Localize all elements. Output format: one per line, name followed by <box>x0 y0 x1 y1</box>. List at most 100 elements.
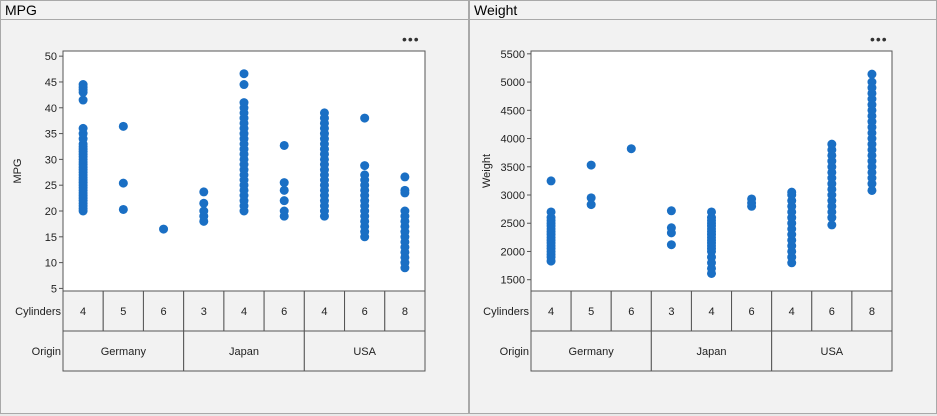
data-point <box>360 161 370 171</box>
y-tick-label: 2500 <box>501 218 525 230</box>
mpg-panel-body: ••• 5 10 15 20 25 30 35 40 45 50 MPG 4 5 6 3 4 6 4 6 8 Germa… <box>1 20 468 413</box>
y-tick-label: 5500 <box>501 49 525 61</box>
cylinder-label: 5 <box>120 306 126 318</box>
cylinder-label: 4 <box>708 306 714 318</box>
y-tick-label: 3500 <box>501 162 525 174</box>
data-point <box>159 224 169 234</box>
data-point <box>626 144 636 154</box>
data-point <box>747 194 757 204</box>
data-point <box>586 193 596 203</box>
data-point <box>118 121 128 131</box>
cylinder-cell <box>263 290 305 332</box>
origin-label: Germany <box>569 346 615 358</box>
cylinder-cell <box>303 290 346 332</box>
y-tick-label: 5 <box>51 283 57 295</box>
cylinder-cell <box>650 290 692 332</box>
origin-cell <box>303 330 426 372</box>
cylinder-label: 6 <box>749 306 755 318</box>
cylinder-label: 6 <box>362 306 368 318</box>
y-tick-label: 5000 <box>501 77 525 89</box>
data-point <box>400 185 410 195</box>
data-point <box>239 69 249 79</box>
y-tick-label: 25 <box>45 180 57 192</box>
cylinder-label: 8 <box>402 306 408 318</box>
data-point <box>666 223 676 233</box>
data-point <box>279 178 289 188</box>
origin-label: Japan <box>229 346 259 358</box>
cylinder-cell <box>690 290 733 332</box>
data-point <box>78 80 88 90</box>
y-tick-label: 35 <box>45 129 57 141</box>
cylinder-cell <box>570 290 612 332</box>
cylinder-label: 6 <box>160 306 166 318</box>
y-tick-label: 15 <box>45 232 57 244</box>
data-point <box>586 200 596 210</box>
cylinder-cell <box>384 290 426 332</box>
origin-cell <box>650 330 773 372</box>
cylinder-label: 4 <box>241 306 247 318</box>
data-point <box>400 206 410 216</box>
cylinder-label: 4 <box>789 306 795 318</box>
y-tick-label: 3000 <box>501 190 525 202</box>
data-point <box>586 160 596 170</box>
cylinder-label: 4 <box>548 306 554 318</box>
weight-panel-body: ••• 1500 2000 2500 3000 3500 4000 4500 5000 5500… <box>470 20 936 413</box>
cylinder-cell <box>731 290 773 332</box>
y-tick-label: 2000 <box>501 246 525 258</box>
y-tick-label: 1500 <box>501 275 525 287</box>
data-point <box>666 240 676 250</box>
data-point <box>666 206 676 216</box>
data-point <box>360 113 370 123</box>
cylinder-cell <box>610 290 652 332</box>
data-point <box>546 207 556 217</box>
y-tick-label: 50 <box>45 51 57 63</box>
y-tick-label: 20 <box>45 206 57 218</box>
origin-label: USA <box>821 346 844 358</box>
data-point <box>279 140 289 150</box>
data-point <box>867 69 877 79</box>
mpg-panel: MPG ••• 5 10 15 20 25 30 35 40 45 50 MPG 4 5 6 3 4 6 4 6 8 G… <box>0 0 469 414</box>
origin-cell <box>771 330 893 372</box>
cylinder-cell <box>851 290 893 332</box>
cylinder-label: 3 <box>201 306 207 318</box>
origin-cell <box>183 330 305 372</box>
cylinder-label: 5 <box>588 306 594 318</box>
y-tick-label: 40 <box>45 103 57 115</box>
data-point <box>118 178 128 188</box>
data-point <box>199 206 209 216</box>
y-axis-label: Weight <box>481 154 493 188</box>
data-point <box>400 172 410 182</box>
data-point <box>78 123 88 133</box>
weight-panel-title: Weight <box>470 1 936 20</box>
row-label-origin: Origin <box>32 346 61 358</box>
y-tick-label: 10 <box>45 258 57 270</box>
cylinder-label: 6 <box>628 306 634 318</box>
cylinder-label: 4 <box>80 306 86 318</box>
data-point <box>787 187 797 197</box>
data-point <box>239 80 249 90</box>
cylinder-label: 4 <box>321 306 327 318</box>
data-point <box>199 187 209 197</box>
cylinder-label: 3 <box>668 306 674 318</box>
y-tick-label: 30 <box>45 154 57 166</box>
data-point <box>546 176 556 186</box>
data-point <box>827 220 837 230</box>
data-point <box>707 207 716 217</box>
cylinder-label: 6 <box>829 306 835 318</box>
data-point <box>360 170 370 180</box>
cylinder-cell <box>223 290 265 332</box>
origin-label: Japan <box>697 346 727 358</box>
data-point <box>199 198 209 208</box>
data-point <box>118 204 128 214</box>
ellipsis-icon[interactable]: ••• <box>402 31 420 47</box>
data-point <box>239 98 249 108</box>
mpg-panel-title: MPG <box>1 1 468 20</box>
data-point <box>279 185 289 195</box>
data-point <box>827 139 837 149</box>
cylinder-label: 6 <box>281 306 287 318</box>
origin-label: Germany <box>101 346 147 358</box>
data-point <box>78 95 88 105</box>
data-point <box>319 108 329 118</box>
ellipsis-icon[interactable]: ••• <box>870 31 888 47</box>
